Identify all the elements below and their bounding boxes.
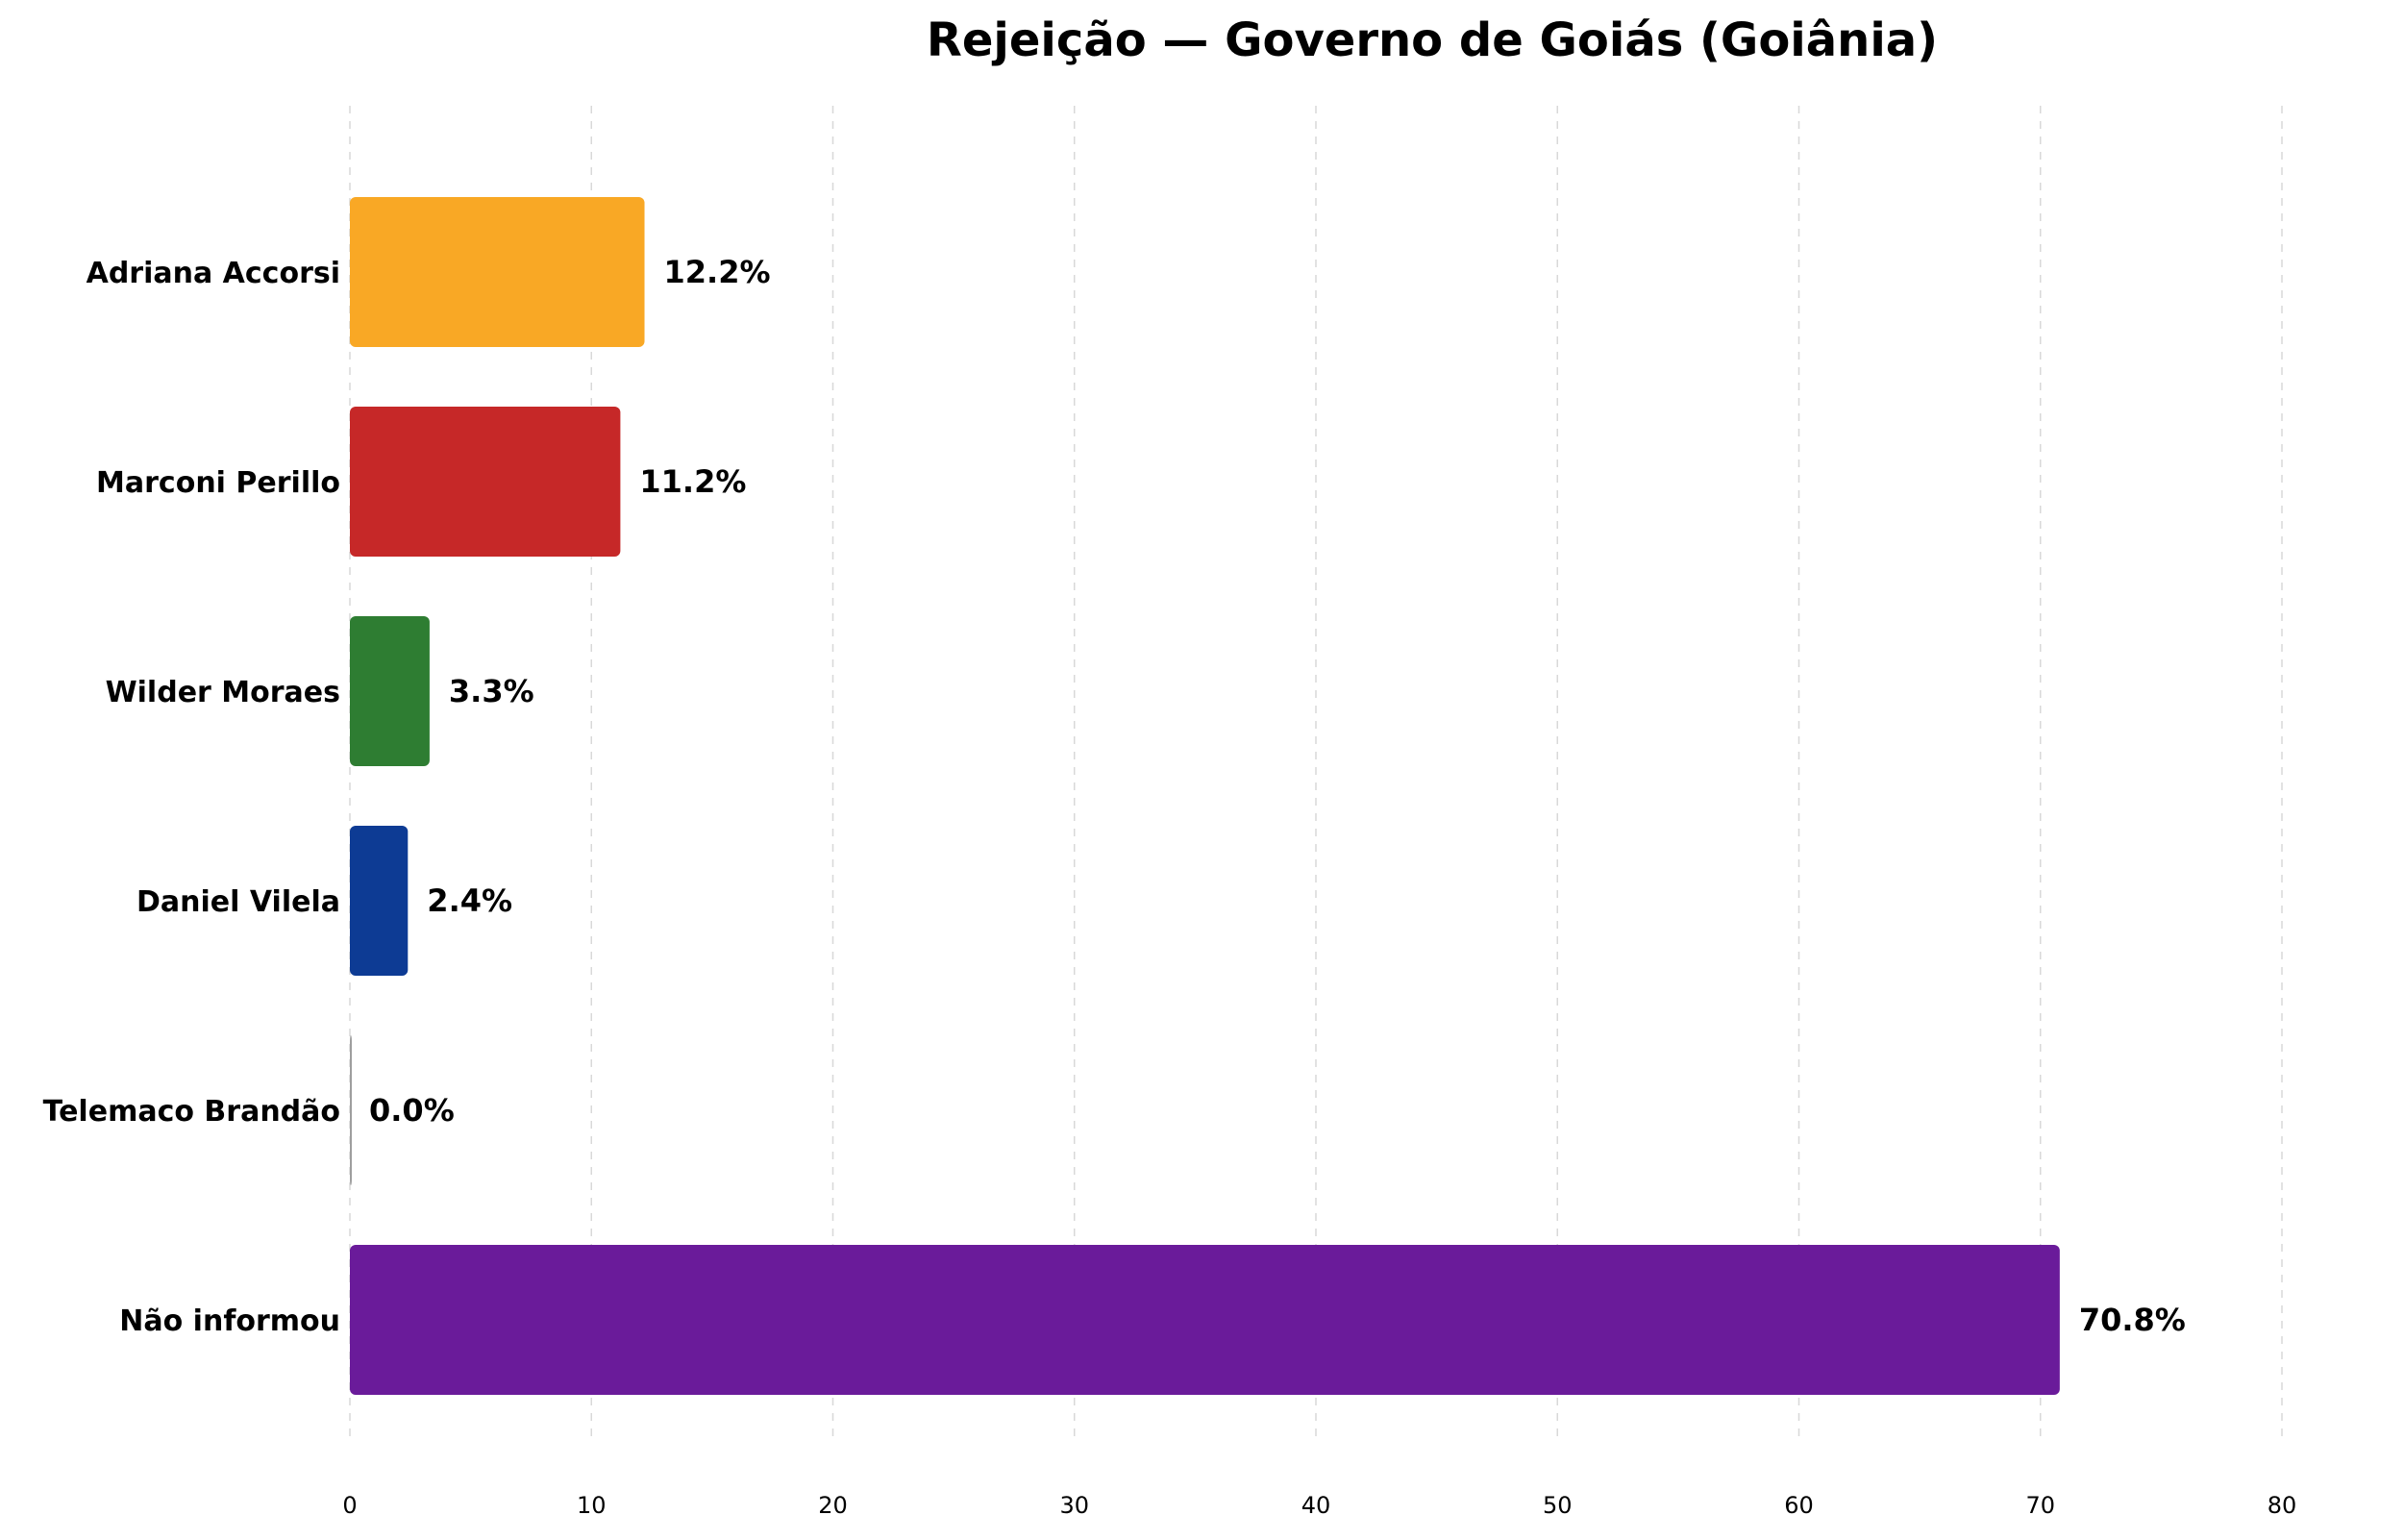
value-label: 70.8% xyxy=(2079,1302,2186,1338)
value-label: 3.3% xyxy=(449,673,534,709)
x-tick-label: 10 xyxy=(577,1492,607,1519)
category-label: Wilder Moraes xyxy=(106,676,340,709)
value-label: 2.4% xyxy=(427,882,512,919)
category-labels: Adriana Accorsi Marconi Perillo Wilder Mor… xyxy=(43,257,340,1338)
x-tick-label: 40 xyxy=(1301,1492,1331,1519)
x-tick-label: 20 xyxy=(818,1492,848,1519)
bar xyxy=(350,616,430,766)
bars xyxy=(350,197,2060,1395)
bar xyxy=(350,407,621,557)
bar xyxy=(350,826,409,976)
bar xyxy=(350,197,645,347)
value-label: 0.0% xyxy=(369,1092,455,1129)
category-label: Daniel Vilela xyxy=(136,885,340,919)
bar xyxy=(350,1035,352,1185)
x-axis-ticks: 0 10 20 30 40 50 60 70 80 xyxy=(342,1492,2296,1519)
chart-title: Rejeição — Governo de Goiás (Goiânia) xyxy=(927,13,1938,67)
x-tick-label: 60 xyxy=(1784,1492,1814,1519)
category-label: Adriana Accorsi xyxy=(87,257,340,290)
category-label: Não informou xyxy=(119,1304,340,1338)
x-tick-label: 70 xyxy=(2025,1492,2055,1519)
value-labels: 12.2% 11.2% 3.3% 2.4% 0.0% 70.8% xyxy=(369,254,2186,1338)
value-label: 12.2% xyxy=(664,254,771,290)
category-label: Marconi Perillo xyxy=(96,466,340,500)
bar xyxy=(350,1245,2060,1395)
value-label: 11.2% xyxy=(639,463,746,500)
x-tick-label: 0 xyxy=(342,1492,357,1519)
x-tick-label: 80 xyxy=(2268,1492,2297,1519)
x-tick-label: 50 xyxy=(1543,1492,1573,1519)
category-label: Telemaco Brandão xyxy=(43,1095,340,1129)
x-tick-label: 30 xyxy=(1059,1492,1089,1519)
